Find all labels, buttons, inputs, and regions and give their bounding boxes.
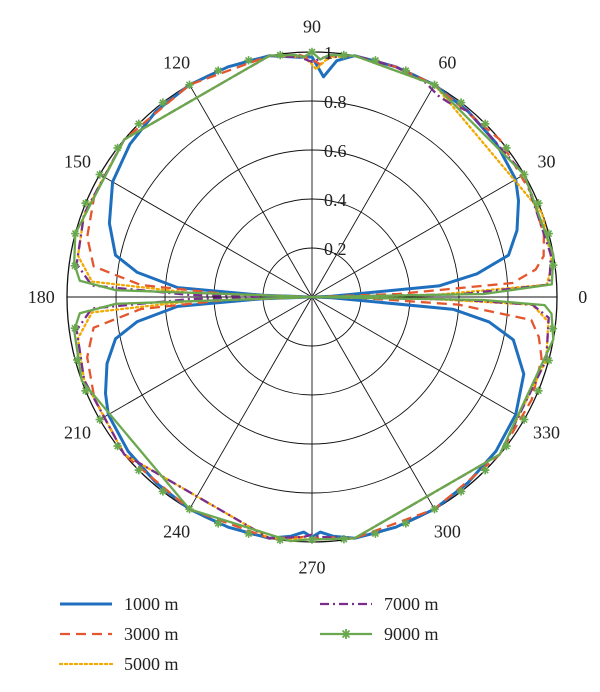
angular-grid-spoke (311, 84, 435, 298)
series-marker (544, 356, 553, 365)
series-marker (456, 487, 466, 496)
legend: 1000 m 3000 m 5000 m 7000 m 9000 m (58, 594, 439, 674)
angle-tick-label: 90 (303, 16, 321, 36)
series-marker (185, 505, 194, 514)
series-marker (214, 519, 223, 528)
series-marker (158, 98, 168, 107)
series-marker (244, 56, 253, 65)
series-marker (185, 80, 194, 89)
series-marker (113, 441, 122, 451)
angle-tick-label: 180 (28, 287, 55, 307)
angular-grid-spoke (311, 296, 435, 510)
series-marker (95, 415, 104, 424)
legend-label-1: 3000 m (124, 624, 179, 644)
radial-tick-label: 0.2 (324, 239, 347, 259)
angle-tick-label: 210 (64, 422, 91, 442)
series-marker (430, 80, 439, 89)
tick-labels: 0 30 60 90 120 150 180 210 240 270 300 330 0.2 0.4 0.6… (28, 16, 587, 577)
angular-grid-spoke (189, 296, 313, 510)
series-marker (134, 466, 143, 475)
series-marker (502, 441, 511, 451)
angle-tick-label: 330 (533, 422, 560, 442)
series-marker (534, 199, 543, 208)
series-marker (73, 355, 82, 365)
angle-tick-label: 270 (299, 558, 326, 578)
series-marker (81, 199, 90, 208)
series-marker (456, 98, 466, 107)
angle-tick-label: 120 (163, 53, 190, 73)
radial-tick-label: 0.6 (324, 141, 347, 161)
radial-tick-label: 1 (324, 43, 333, 63)
series-marker (70, 324, 80, 333)
angular-grid-spoke (311, 296, 525, 420)
series-marker (275, 535, 285, 545)
legend-label-0: 1000 m (124, 594, 179, 614)
series-marker (401, 66, 410, 75)
series-marker (520, 415, 529, 424)
angle-tick-label: 30 (537, 152, 555, 172)
angle-tick-label: 240 (163, 521, 190, 541)
angular-grid-spoke (189, 84, 313, 298)
radial-tick-label: 0.8 (324, 92, 347, 112)
angle-tick-label: 150 (64, 152, 91, 172)
legend-label-4: 9000 m (384, 624, 439, 644)
series-marker (244, 529, 253, 538)
series-marker (307, 47, 317, 57)
series-line-4 (73, 50, 555, 543)
angular-grid-spoke (311, 174, 525, 298)
angular-grid-spoke (99, 296, 313, 420)
series-marker (502, 143, 511, 153)
series-marker (95, 170, 104, 179)
series-marker (544, 229, 553, 238)
series-marker (481, 119, 490, 128)
series-marker (134, 119, 143, 128)
angle-tick-label: 0 (578, 287, 587, 307)
series-marker (70, 261, 80, 270)
series-marker (113, 143, 122, 153)
polar-grid (66, 51, 558, 543)
radial-tick-label: 0.4 (324, 190, 347, 210)
series-marker (481, 466, 490, 475)
legend-marker (341, 629, 351, 639)
series-marker (339, 50, 348, 60)
series-marker (71, 229, 80, 238)
series-marker (549, 261, 558, 270)
series-marker (401, 519, 410, 528)
series-marker (276, 50, 285, 60)
series-marker (548, 324, 558, 333)
series-marker (307, 535, 317, 544)
series-marker (158, 487, 168, 496)
angular-grid-spoke (99, 174, 313, 298)
series-marker (339, 535, 349, 544)
series-marker (430, 505, 439, 514)
series-marker (371, 56, 380, 65)
series-marker (214, 66, 223, 75)
legend-label-2: 5000 m (124, 654, 179, 674)
series-marker (534, 386, 543, 395)
series-marker (520, 170, 529, 179)
angle-tick-label: 60 (438, 53, 456, 73)
series-layer (70, 47, 558, 545)
legend-label-3: 7000 m (384, 594, 439, 614)
angle-tick-label: 300 (434, 521, 461, 541)
series-marker (81, 386, 90, 395)
series-marker (371, 529, 380, 538)
